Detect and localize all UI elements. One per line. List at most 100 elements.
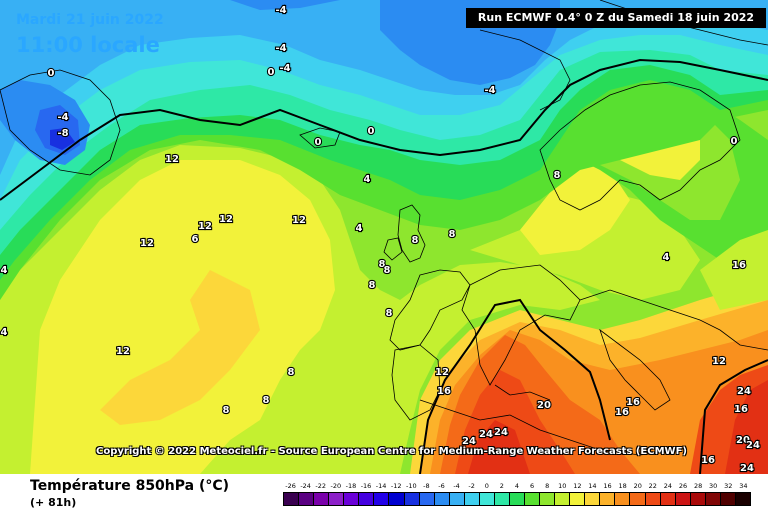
- scale-swatch: [464, 493, 480, 505]
- isotherm-label: 24: [494, 427, 508, 438]
- scale-swatch: [540, 493, 556, 505]
- isotherm-label: -4: [484, 85, 495, 96]
- scale-swatch: [344, 493, 360, 505]
- isotherm-label: 12: [198, 221, 212, 232]
- scale-label: 34: [739, 482, 748, 490]
- band-10-east: [700, 230, 768, 310]
- scale-swatch: [449, 493, 465, 505]
- scale-swatch: [284, 493, 300, 505]
- isotherm-label: -4: [275, 43, 286, 54]
- isotherm-label: 24: [740, 463, 754, 474]
- scale-label: 2: [499, 482, 504, 490]
- isotherm-label: 8: [412, 235, 419, 246]
- scale-label: 0: [484, 482, 489, 490]
- scale-label: 20: [633, 482, 642, 490]
- scale-swatch: [525, 493, 541, 505]
- scale-swatch: [314, 493, 330, 505]
- scale-label: -26: [285, 482, 296, 490]
- isotherm-label: 12: [116, 346, 130, 357]
- isotherm-label: -4: [279, 63, 290, 74]
- forecast-step: (+ 81h): [30, 496, 77, 509]
- scale-label: 22: [648, 482, 657, 490]
- scale-label: 10: [558, 482, 567, 490]
- copyright-notice: Copyright © 2022 Meteociel.fr - Source E…: [96, 446, 687, 457]
- isotherm-label: 4: [1, 265, 8, 276]
- color-scale-bar: [283, 492, 751, 506]
- isotherm-label: 8: [369, 280, 376, 291]
- color-scale-legend: -26 -24 -22 -20 -18 -16 -14 -12 -10 -8 -6 -4 -2 0 2 4 6 8…: [283, 482, 751, 508]
- isotherm-label: 12: [140, 238, 154, 249]
- scale-swatch: [660, 493, 676, 505]
- scale-label: 16: [603, 482, 612, 490]
- scale-label: 24: [663, 482, 673, 490]
- isotherm-label: 20: [736, 435, 750, 446]
- isotherm-label: 0: [268, 67, 275, 78]
- isotherm-24-east: [699, 359, 768, 474]
- scale-label: -12: [390, 482, 402, 490]
- isotherm-label: 4: [1, 327, 8, 338]
- scale-swatch: [509, 493, 525, 505]
- isotherm-label: 16: [626, 397, 640, 408]
- scale-label: -24: [300, 482, 311, 490]
- scale-swatch: [555, 493, 571, 505]
- isotherm-label: 12: [435, 367, 449, 378]
- scale-swatch: [675, 493, 691, 505]
- isotherm-label: 24: [479, 429, 493, 440]
- band-minus10-gr: [50, 128, 75, 150]
- forecast-hour: 11:00 locale: [16, 33, 160, 57]
- isotherm-label: 8: [263, 395, 270, 406]
- isotherm-label: 0: [368, 126, 375, 137]
- scale-swatch: [374, 493, 390, 505]
- isotherm-label: -4: [57, 112, 68, 123]
- scale-swatch: [735, 493, 750, 505]
- scale-label: -4: [453, 482, 460, 490]
- isotherm-label: -8: [57, 128, 68, 139]
- isotherm-label: 8: [223, 405, 230, 416]
- scale-label: 6: [529, 482, 535, 490]
- isotherm-label: 16: [701, 455, 715, 466]
- scale-swatch: [359, 493, 375, 505]
- scale-label: 12: [573, 482, 582, 490]
- scale-label: -14: [375, 482, 387, 490]
- isotherm-label: 16: [734, 404, 748, 415]
- model-run-label: Run ECMWF 0.4° 0 Z du Samedi 18 juin 202…: [466, 8, 766, 28]
- isotherm-label: 4: [364, 174, 371, 185]
- isotherm-label: 12: [219, 214, 233, 225]
- scale-label: -16: [360, 482, 372, 490]
- scale-label: -18: [345, 482, 357, 490]
- isotherm-label: 8: [386, 308, 393, 319]
- scale-swatch: [615, 493, 631, 505]
- scale-swatch: [585, 493, 601, 505]
- isotherm-label: 16: [732, 260, 746, 271]
- band-minus2: [0, 0, 768, 200]
- isotherm-label: 20: [537, 400, 551, 411]
- scale-label: 18: [618, 482, 627, 490]
- isotherm-label: 24: [746, 440, 760, 451]
- isotherm-label: 8: [384, 265, 391, 276]
- temperature-map: -4 -4 -4 0 0 -4 -8 -4 0 0 0 12 4 8 12 12 12 12 6 4 8 8 8 8 8 8 4 16…: [0, 0, 768, 474]
- scale-label: -2: [468, 482, 475, 490]
- isotherm-label: 12: [292, 215, 306, 226]
- scale-swatch: [389, 493, 405, 505]
- scale-swatch: [600, 493, 616, 505]
- scale-label: -10: [405, 482, 417, 490]
- scale-label: -22: [315, 482, 327, 490]
- scale-label: 28: [693, 482, 703, 490]
- scale-swatch: [329, 493, 345, 505]
- scale-swatch: [479, 493, 495, 505]
- parameter-title: Température 850hPa (°C): [30, 478, 230, 494]
- isotherm-label: 0: [315, 137, 322, 148]
- scale-label: 26: [678, 482, 688, 490]
- scale-label: 8: [545, 482, 550, 490]
- scale-label: -6: [438, 482, 445, 490]
- isotherm-label: 16: [615, 407, 629, 418]
- isotherm-label: 24: [462, 436, 476, 447]
- isotherm-label: 0: [48, 68, 55, 79]
- band-24-east: [725, 380, 768, 474]
- isotherm-label: 4: [663, 252, 670, 263]
- isotherm-label: 12: [165, 154, 179, 165]
- isotherm-label: 8: [449, 229, 456, 240]
- scale-swatch: [645, 493, 661, 505]
